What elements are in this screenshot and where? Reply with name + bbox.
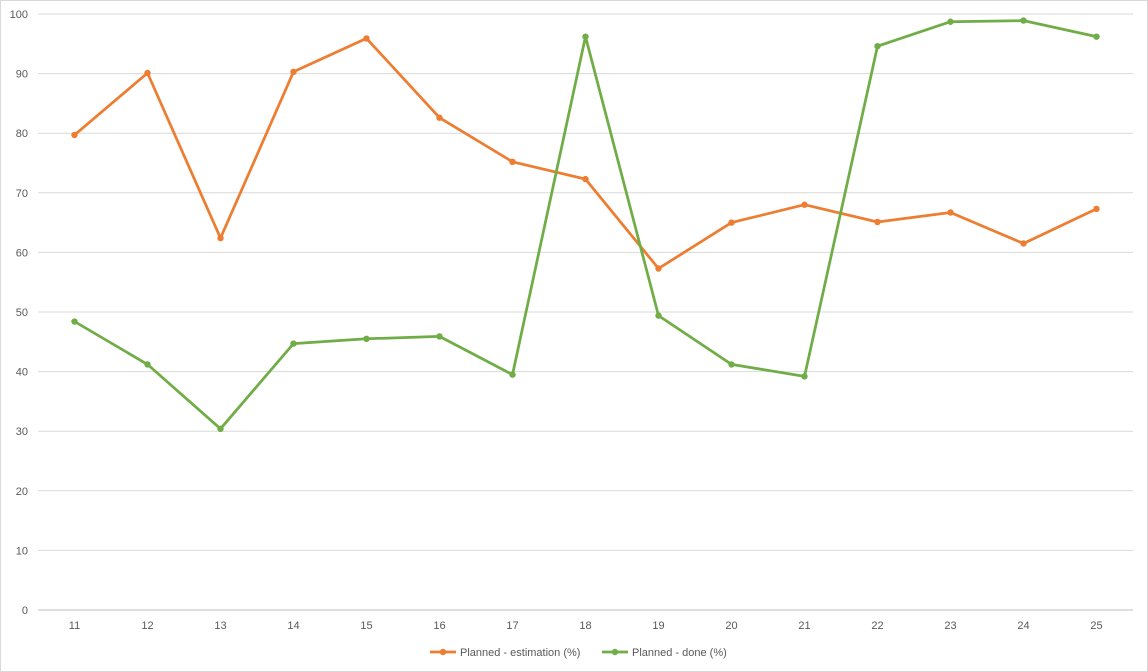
data-point: [1020, 17, 1027, 24]
legend-marker: [611, 648, 619, 656]
data-point: [874, 42, 881, 50]
x-tick-label: 21: [798, 620, 810, 632]
y-tick-label: 0: [22, 605, 28, 617]
x-tick-label: 13: [214, 620, 226, 632]
y-tick-label: 60: [16, 247, 28, 259]
y-tick-label: 70: [16, 188, 28, 200]
data-point: [363, 335, 370, 343]
y-tick-label: 10: [16, 545, 28, 557]
x-tick-label: 19: [652, 620, 664, 632]
x-tick-label: 23: [944, 620, 956, 632]
y-tick-label: 30: [16, 426, 28, 438]
data-point: [801, 201, 808, 208]
data-point: [144, 361, 151, 368]
legend-marker: [439, 648, 447, 656]
data-point: [1020, 240, 1027, 247]
data-point: [71, 131, 78, 139]
data-point: [582, 33, 589, 40]
x-tick-label: 14: [287, 620, 299, 632]
data-point: [1093, 33, 1100, 40]
x-tick-label: 25: [1090, 620, 1102, 632]
legend-label: Planned - done (%): [632, 647, 727, 659]
x-tick-label: 17: [506, 620, 518, 632]
data-point: [801, 373, 808, 380]
series-line-1: [73, 37, 1098, 270]
data-point: [728, 219, 735, 226]
y-tick-label: 20: [16, 486, 28, 498]
data-point: [655, 312, 662, 319]
series-group: [71, 17, 1100, 433]
data-point: [363, 35, 370, 42]
legend-label: Planned - estimation (%): [460, 647, 580, 659]
x-tick-label: 16: [433, 620, 445, 632]
y-tick-label: 100: [10, 9, 28, 21]
data-point: [71, 318, 78, 325]
y-axis-ticks: 0 10 20 30 40 50 60 70 80 90 100: [10, 9, 28, 617]
y-tick-label: 90: [16, 69, 28, 81]
data-point: [509, 158, 516, 166]
data-point: [290, 68, 297, 76]
x-tick-label: 18: [579, 620, 591, 632]
y-tick-label: 40: [16, 367, 28, 379]
data-point: [728, 361, 735, 368]
data-point: [144, 69, 151, 77]
data-point: [217, 234, 224, 242]
data-point: [874, 218, 881, 226]
data-point: [947, 18, 954, 25]
x-tick-label: 11: [69, 620, 80, 632]
data-point: [947, 209, 954, 216]
data-point: [436, 114, 443, 121]
x-tick-label: 24: [1017, 620, 1029, 632]
data-point: [655, 265, 662, 272]
y-tick-label: 50: [16, 307, 28, 319]
x-axis-ticks: 11 12 13 14 15 16 17 18 19 20 21 22 23 24 25: [69, 620, 1103, 632]
data-point: [290, 340, 297, 347]
data-point: [582, 175, 589, 183]
y-tick-label: 80: [16, 128, 28, 140]
data-point: [1093, 205, 1100, 213]
data-point: [509, 371, 516, 378]
x-tick-label: 15: [360, 620, 372, 632]
data-point: [436, 333, 443, 340]
data-point: [217, 425, 224, 433]
x-tick-label: 22: [871, 620, 883, 632]
legend: Planned - estimation (%) Planned - done (…: [430, 647, 727, 659]
x-tick-label: 12: [141, 620, 153, 632]
x-tick-label: 20: [725, 620, 737, 632]
gridlines: [38, 13, 1133, 611]
